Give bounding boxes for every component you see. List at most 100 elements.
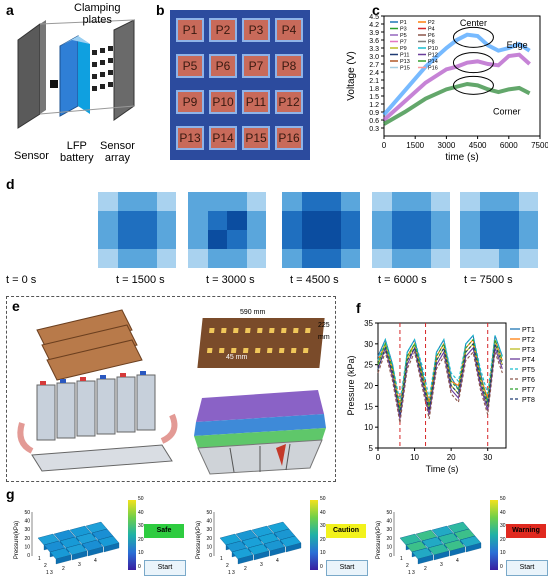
y-tick-label: 0.6 <box>369 118 379 125</box>
legend-label-p2: P2 <box>428 20 435 26</box>
sensor-pad-p13: P13 <box>176 126 204 150</box>
colorbar-tick: 40 <box>500 509 506 516</box>
center-ellipse <box>452 26 494 48</box>
x-grid-label: 3 <box>260 562 263 568</box>
y-tick-label: 30 <box>364 340 373 349</box>
x-tick-label: 4500 <box>469 141 487 150</box>
y-tick-label: 15 <box>364 402 373 411</box>
z-tick-label: 50 <box>386 510 392 516</box>
x-grid-label: 3 <box>78 562 81 568</box>
sensor-square <box>206 348 213 353</box>
heatmap-cell <box>479 211 499 230</box>
colorbar-tick: 50 <box>138 496 144 502</box>
y-tick-label: 3.6 <box>369 38 379 45</box>
sensor-square <box>257 328 263 333</box>
panel-g-label: g <box>6 486 15 502</box>
time-caption-4: t = 6000 s <box>378 274 427 286</box>
colorbar-tick: 50 <box>320 496 326 502</box>
battery-pack-illustration <box>17 309 178 472</box>
legend-label-pt2: PT2 <box>522 337 535 344</box>
colorbar-tick: 40 <box>138 509 144 516</box>
corner-annotation: Corner <box>493 107 521 117</box>
heatmap-cell <box>430 230 450 249</box>
heatmap-cell <box>479 230 499 249</box>
heatmap-cell <box>518 230 538 249</box>
heatmap-cell <box>98 230 118 249</box>
series-line-pt4 <box>377 346 503 419</box>
y-grid-label: 2 <box>226 563 229 569</box>
colorbar-tick: 30 <box>500 523 506 529</box>
heatmap-cell <box>372 230 392 249</box>
time-caption-1: t = 1500 s <box>116 274 165 286</box>
heatmap-cell <box>499 249 519 268</box>
pressure-block-side <box>465 542 482 553</box>
start-button[interactable]: Start <box>506 560 548 576</box>
y-tick-label: 1.5 <box>369 94 379 101</box>
sensor-pad-p7: P7 <box>242 54 270 78</box>
colorbar-tick: 20 <box>138 536 144 543</box>
legend-label-p14: P14 <box>428 59 438 65</box>
heatmap-cell <box>430 211 450 230</box>
y-tick-label: 2.1 <box>369 78 379 85</box>
sensor-array-photo: P1 P2 P3 P4 P5 P6 P7 P8 P9 P10 P11 P12 P13 P14 P15 P16 <box>170 10 310 160</box>
x-tick-label: 7500 <box>531 141 548 150</box>
z-tick-label: 40 <box>24 519 30 525</box>
heatmap-cell <box>518 211 538 230</box>
colorbar-tick: 0 <box>500 563 503 570</box>
pressure-axis-label: Pressure(kPa) <box>196 521 202 559</box>
heatmap-cell <box>117 249 137 268</box>
heatmap-cell <box>117 230 137 249</box>
pressure-block-side <box>253 550 270 561</box>
heatmap-cell <box>411 192 431 211</box>
sensor-pad-p2: P2 <box>209 18 237 42</box>
x-grid-label: 2 <box>424 566 427 572</box>
heatmap-cell <box>518 192 538 211</box>
x-tick-label: 0 <box>382 141 387 150</box>
y-tick-label: 1.8 <box>369 86 379 93</box>
y-axis-label: Voltage (V) <box>346 51 357 100</box>
sensor-pad-p3: P3 <box>242 18 270 42</box>
colorbar-tick: 0 <box>320 563 323 570</box>
colorbar-tick: 20 <box>500 536 506 543</box>
y-tick-label: 4.5 <box>369 14 379 21</box>
x-grid-label: 3 <box>440 562 443 568</box>
heatmap-cell <box>518 249 538 268</box>
edge-ellipse <box>452 52 494 74</box>
colorbar <box>128 500 136 570</box>
voltage-time-chart: 0 1500 3000 4500 6000 75000.30.60.91.21.51.82… <box>346 14 548 163</box>
y-tick-label: 20 <box>364 382 373 391</box>
sensor-square <box>218 348 225 353</box>
heatmap-3 <box>282 192 360 268</box>
start-button[interactable]: Start <box>144 560 186 576</box>
x-tick-label: 10 <box>410 453 419 462</box>
heatmap-cell <box>156 230 176 249</box>
heatmap-cell <box>301 249 321 268</box>
y-grid-label: 1 <box>400 556 403 562</box>
heatmap-cell <box>321 230 341 249</box>
heatmap-cell <box>499 230 519 249</box>
heatmap-cell <box>188 192 208 211</box>
heatmap-4 <box>372 192 450 268</box>
spacing-dimension: 45 mm <box>226 354 248 361</box>
heatmap-cell <box>227 192 247 211</box>
heatmap-cell <box>282 211 302 230</box>
legend-label-p11: P11 <box>400 53 409 59</box>
colorbar <box>490 500 498 570</box>
pressure-axis-label: Pressure(kPa) <box>376 521 382 559</box>
heatmap-cell <box>372 192 392 211</box>
panel-c-label: c <box>372 2 380 18</box>
sensor-pad-p4: P4 <box>275 18 303 42</box>
heatmap-cell <box>98 192 118 211</box>
heatmap-cell <box>188 211 208 230</box>
sensor-square <box>305 328 311 333</box>
time-caption-3: t = 4500 s <box>290 274 339 286</box>
heatmap-cell <box>137 211 157 230</box>
heatmap-cell <box>479 249 499 268</box>
legend-label-p1: P1 <box>400 20 407 26</box>
z-tick-label: 10 <box>206 544 212 550</box>
x-grid-label: 2 <box>62 566 65 572</box>
z-tick-label: 0 <box>389 553 392 559</box>
start-button[interactable]: Start <box>326 560 368 576</box>
heatmap-cell <box>321 192 341 211</box>
sensor-pad-p16: P16 <box>275 126 303 150</box>
